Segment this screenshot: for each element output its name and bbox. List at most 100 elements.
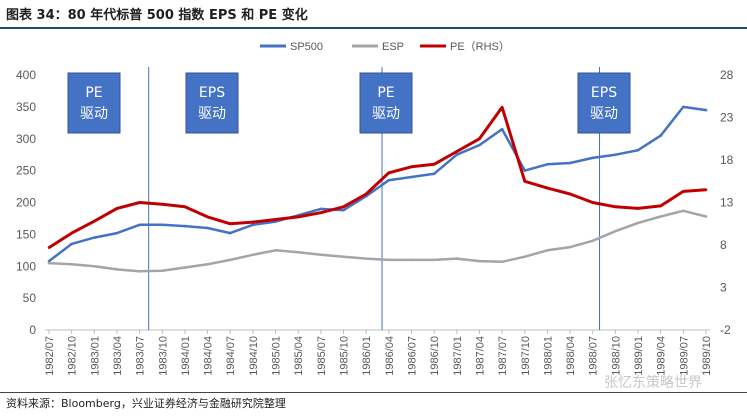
- legend-item: ESP: [352, 41, 404, 53]
- left-axis-tick: 300: [16, 132, 36, 146]
- data-point-esp: [659, 215, 662, 218]
- data-point-perhs: [228, 222, 232, 226]
- x-axis-tick: 1983/10: [157, 336, 169, 376]
- data-point-perhs: [364, 192, 368, 196]
- x-axis-tick: 1984/04: [203, 336, 215, 376]
- annotation-label: 驱动: [590, 106, 618, 122]
- chart-annotations: PE 驱动 EPS 驱动 PE 驱动 EPS 驱动: [67, 72, 631, 134]
- data-point-perhs: [160, 202, 164, 206]
- annotation-label: 驱动: [372, 106, 400, 122]
- data-point-perhs: [500, 106, 504, 109]
- x-axis-tick: 1985/10: [339, 336, 351, 376]
- data-point-esp: [342, 255, 345, 258]
- x-axis-tick: 1989/07: [678, 336, 690, 376]
- data-point-perhs: [138, 201, 141, 204]
- data-point-esp: [70, 263, 73, 266]
- annotation-box: EPS 驱动: [577, 72, 631, 134]
- data-point-perhs: [47, 246, 51, 249]
- right-axis-tick: 18: [720, 153, 734, 167]
- chart-legend: SP500 ESP PE（RHS）: [260, 40, 510, 53]
- data-point-esp: [319, 253, 323, 257]
- data-point-perhs: [410, 165, 413, 169]
- x-axis-tick: 1985/07: [316, 336, 328, 376]
- data-point-esp: [455, 257, 459, 260]
- data-point-perhs: [206, 215, 209, 219]
- legend-label: PE（RHS）: [450, 40, 510, 53]
- data-point-sp500: [614, 153, 617, 156]
- data-point-perhs: [478, 137, 481, 141]
- data-point-esp: [138, 270, 141, 273]
- x-axis-tick: 1989/04: [656, 336, 668, 376]
- data-point-sp500: [432, 172, 436, 176]
- data-point-perhs: [682, 190, 685, 193]
- data-point-sp500: [500, 127, 504, 131]
- data-point-perhs: [704, 188, 708, 192]
- left-axis-tick: 250: [16, 164, 36, 178]
- x-axis-tick: 1986/04: [384, 336, 396, 376]
- watermark: 张忆东策略世界: [604, 375, 702, 391]
- data-point-esp: [568, 245, 572, 249]
- data-point-sp500: [160, 223, 164, 227]
- left-axis-tick: 0: [29, 323, 36, 337]
- x-axis-tick: 1982/07: [44, 336, 56, 376]
- annotation-rect: [185, 72, 239, 134]
- data-point-esp: [523, 255, 527, 258]
- data-point-perhs: [342, 205, 345, 209]
- left-axis-tick: 150: [16, 227, 36, 241]
- data-point-esp: [682, 209, 685, 213]
- x-axis-tick: 1984/01: [180, 336, 192, 376]
- right-axis-tick: -2: [720, 323, 731, 337]
- x-axis-tick: 1985/04: [293, 336, 305, 376]
- data-point-esp: [228, 258, 232, 262]
- data-point-esp: [546, 249, 549, 252]
- left-axis-tick: 350: [16, 100, 36, 114]
- data-point-esp: [274, 249, 277, 252]
- annotation-rect: [67, 72, 121, 134]
- left-axis-tick: 200: [16, 196, 36, 210]
- annotation-box: PE 驱动: [67, 72, 121, 134]
- data-point-sp500: [659, 134, 662, 137]
- data-point-esp: [478, 259, 481, 263]
- data-point-esp: [704, 215, 708, 218]
- chart-plot: [47, 67, 708, 330]
- x-axis-tick: 1984/07: [225, 336, 237, 376]
- data-point-sp500: [206, 226, 209, 230]
- data-point-sp500: [251, 223, 255, 227]
- data-point-esp: [296, 250, 300, 254]
- x-axis-tick: 1988/04: [565, 336, 577, 376]
- data-point-perhs: [296, 215, 300, 219]
- data-point-perhs: [183, 205, 187, 209]
- data-point-perhs: [432, 162, 436, 166]
- data-point-esp: [93, 264, 96, 268]
- series-line-sp500: [48, 105, 707, 263]
- data-point-esp: [387, 258, 391, 262]
- right-axis-tick: 28: [720, 68, 734, 82]
- source-note: 资料来源：Bloomberg，兴业证券经济与金融研究院整理: [6, 397, 286, 410]
- annotation-label: 驱动: [198, 106, 226, 122]
- x-axis-tick: 1987/01: [452, 336, 464, 376]
- data-point-sp500: [319, 207, 323, 211]
- x-axis-tick: 1987/10: [520, 336, 532, 376]
- data-point-perhs: [636, 207, 640, 210]
- data-point-esp: [614, 229, 617, 233]
- data-point-sp500: [682, 105, 685, 109]
- data-point-sp500: [704, 108, 708, 112]
- x-axis-tick: 1983/04: [112, 336, 124, 376]
- data-point-esp: [636, 221, 640, 225]
- left-axis-tick: 100: [16, 259, 36, 273]
- data-point-sp500: [546, 162, 549, 166]
- annotation-label: EPS: [591, 85, 617, 101]
- data-point-esp: [160, 269, 164, 273]
- footer-divider: [0, 392, 747, 393]
- data-point-sp500: [478, 143, 481, 147]
- data-point-sp500: [523, 169, 527, 172]
- legend-label: ESP: [382, 41, 404, 53]
- annotation-box: PE 驱动: [359, 72, 413, 134]
- x-axis-tick: 1988/07: [588, 336, 600, 376]
- annotation-rect: [577, 72, 631, 134]
- data-point-esp: [47, 261, 51, 265]
- chart-area: 0 50 100 150 200 250 300 350 400 -2 3 8 13 18 23 28 1982…: [16, 40, 734, 376]
- data-point-perhs: [546, 186, 549, 190]
- series-line-esp: [48, 209, 707, 273]
- x-axis-tick: 1983/07: [135, 336, 147, 376]
